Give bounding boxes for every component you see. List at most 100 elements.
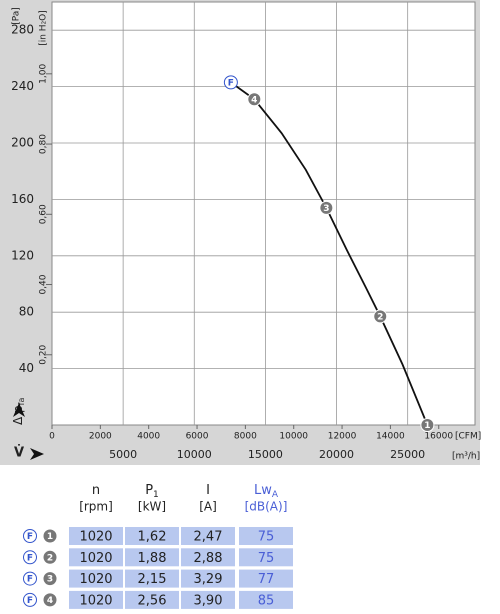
column-name: I: [206, 483, 210, 498]
cell-box: [181, 590, 235, 609]
y2-tick-label: 1,00: [39, 64, 49, 84]
curve-label: F: [27, 596, 33, 606]
x-tick-label: 8000: [234, 432, 257, 442]
y2-tick-label: 0,80: [39, 134, 49, 154]
point-label: 1: [47, 532, 53, 542]
cell-box: [69, 548, 123, 567]
x-arrow: [30, 448, 44, 460]
column-name: n: [92, 483, 100, 498]
curve-label: F: [27, 575, 33, 585]
curve: [230, 81, 429, 426]
column-name-text: n: [92, 483, 100, 498]
cell-box: [181, 527, 235, 545]
point-label: 1: [424, 421, 430, 431]
x2-unit: [m³/h]: [452, 452, 480, 462]
column-unit: [dB(A)]: [245, 500, 288, 514]
cell-box: [239, 548, 293, 567]
y-tick-label: 200: [11, 136, 34, 150]
cell-box: [125, 590, 179, 609]
x-tick-label: 14000: [376, 432, 405, 442]
operating-point: [223, 75, 238, 90]
column-unit: [kW]: [138, 500, 166, 514]
x-tick-label: 10000: [279, 432, 308, 442]
point-label: 3: [323, 204, 329, 214]
x2-tick-label: 10000: [177, 448, 212, 461]
x2-tick-label: 20000: [319, 448, 354, 461]
point-icon: [43, 550, 57, 564]
y-label-sub: fa: [17, 398, 26, 406]
cell-box: [69, 527, 123, 545]
y-tick-label: 120: [11, 248, 34, 262]
point-label: 4: [47, 596, 53, 606]
column-name-text: Lw: [254, 483, 272, 498]
cell-box: [239, 527, 293, 545]
x-tick-label: 2000: [89, 432, 112, 442]
x2-tick-label: 25000: [390, 448, 425, 461]
cell-box: [181, 548, 235, 567]
column-unit: [rpm]: [79, 500, 113, 514]
x-tick-label: 0: [49, 432, 55, 442]
point-label: F: [228, 78, 234, 88]
column-name: P1: [145, 483, 159, 500]
x-tick-label: 4000: [137, 432, 160, 442]
y-tick-label: 40: [19, 361, 34, 375]
cell: 1020: [79, 551, 112, 566]
x-tick-label: 16000: [424, 432, 453, 442]
y-arrow: [13, 403, 25, 417]
point-icon: [43, 593, 57, 607]
operating-point: [420, 418, 435, 432]
cell: 1020: [79, 572, 112, 587]
cell: 2,56: [138, 593, 167, 608]
y-tick-label: 280: [11, 23, 34, 37]
operating-point: [373, 309, 388, 324]
operating-point: [247, 92, 262, 107]
point-label: 3: [47, 575, 53, 585]
y-tick-label: 240: [11, 79, 34, 93]
cell-box: [239, 590, 293, 609]
curve-icon: [23, 550, 37, 565]
cell: 1020: [79, 593, 112, 608]
cell-box: [69, 569, 123, 588]
grid: [52, 2, 475, 425]
cell-box: [181, 569, 235, 588]
cell-box: [125, 569, 179, 588]
cell: 1020: [79, 530, 112, 545]
column-name-sub: A: [272, 490, 279, 500]
point-icon: [43, 572, 57, 586]
y2-tick-label: 0,20: [39, 344, 49, 364]
curve-icon: [23, 529, 37, 543]
cell-box: [239, 569, 293, 588]
point-label: 2: [377, 312, 383, 322]
y-tick-label: 160: [11, 192, 34, 206]
x-label: V̇: [14, 445, 24, 460]
curve-icon: [23, 571, 37, 586]
x-tick-label: 6000: [186, 432, 209, 442]
curve-label: F: [27, 553, 33, 563]
column-name-text: P: [145, 483, 153, 498]
y2-tick-label: 0,60: [39, 204, 49, 224]
cell: 85: [258, 593, 275, 608]
plot-area: [51, 1, 476, 426]
x2-tick-label: 5000: [109, 448, 137, 461]
point-label: 4: [251, 95, 257, 105]
cell: 1,88: [138, 551, 167, 566]
cell: 75: [258, 551, 275, 566]
cell: 2,15: [138, 572, 167, 587]
table: n [rpm] P1[kW] I [A] LwA[dB(A)] F 1 1020 1,62 2,47…: [23, 483, 293, 609]
x2-tick-label: 15000: [248, 448, 283, 461]
point-label: 2: [47, 553, 53, 563]
column-name-text: I: [206, 483, 210, 498]
operating-point: [319, 200, 334, 215]
cell: 2,88: [194, 551, 223, 566]
curve-icon: [23, 592, 37, 607]
y2-label: [in H₂O]: [39, 10, 49, 46]
curve-label: F: [27, 532, 33, 542]
cell: 1,62: [138, 530, 167, 545]
cell-box: [69, 590, 123, 609]
column-unit: [A]: [199, 500, 217, 514]
cell: 2,47: [194, 530, 223, 545]
x-unit: [CFM]: [455, 432, 481, 442]
y-tick-label: 80: [19, 305, 34, 319]
x-tick-label: 12000: [328, 432, 357, 442]
